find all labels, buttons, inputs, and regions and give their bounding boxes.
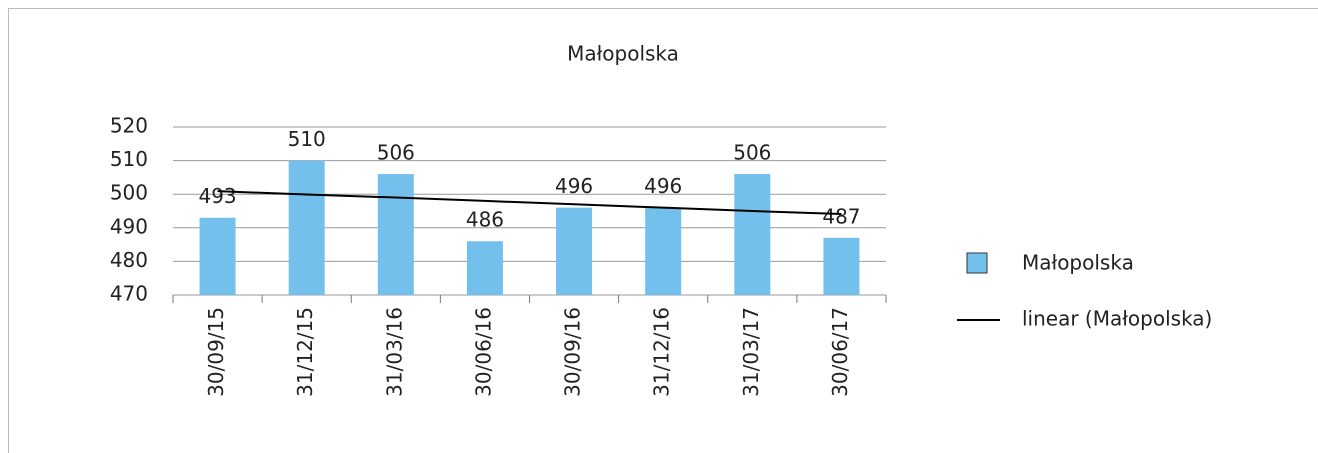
- y-tick-label: 510: [110, 147, 148, 171]
- data-label: 496: [644, 174, 682, 198]
- y-tick-label: 470: [110, 282, 148, 306]
- legend-label: linear (Małopolska): [1022, 307, 1212, 331]
- x-tick-label: 31/12/15: [293, 307, 317, 397]
- bar: [645, 207, 682, 295]
- bar: [466, 241, 503, 295]
- x-tick-label: 30/09/16: [561, 307, 585, 397]
- x-tick-label: 31/12/16: [650, 307, 674, 397]
- y-tick-label: 520: [110, 114, 148, 138]
- x-tick-label: 31/03/17: [739, 307, 763, 397]
- y-tick-label: 480: [110, 248, 148, 272]
- bar: [823, 237, 860, 295]
- x-tick-label: 31/03/16: [382, 307, 406, 397]
- chart-title: Małopolska: [567, 42, 679, 66]
- legend-swatch: [966, 252, 988, 274]
- data-label: 496: [555, 174, 593, 198]
- data-label: 510: [288, 127, 326, 151]
- data-label: 486: [466, 208, 504, 232]
- bar: [377, 174, 414, 295]
- data-label: 487: [822, 204, 860, 228]
- trendline: [217, 190, 842, 216]
- x-tick-label: 30/06/16: [471, 307, 495, 397]
- bar: [288, 160, 325, 295]
- x-tick-label: 30/09/15: [204, 307, 228, 397]
- data-label: 506: [377, 141, 415, 165]
- x-tick-label: 30/06/17: [828, 307, 852, 397]
- y-tick-label: 490: [110, 214, 148, 238]
- bar: [734, 174, 771, 295]
- legend-label: Małopolska: [1022, 251, 1134, 275]
- bar: [556, 207, 593, 295]
- bar: [199, 217, 236, 295]
- data-label: 506: [733, 141, 771, 165]
- data-label: 493: [198, 184, 236, 208]
- y-tick-label: 500: [110, 181, 148, 205]
